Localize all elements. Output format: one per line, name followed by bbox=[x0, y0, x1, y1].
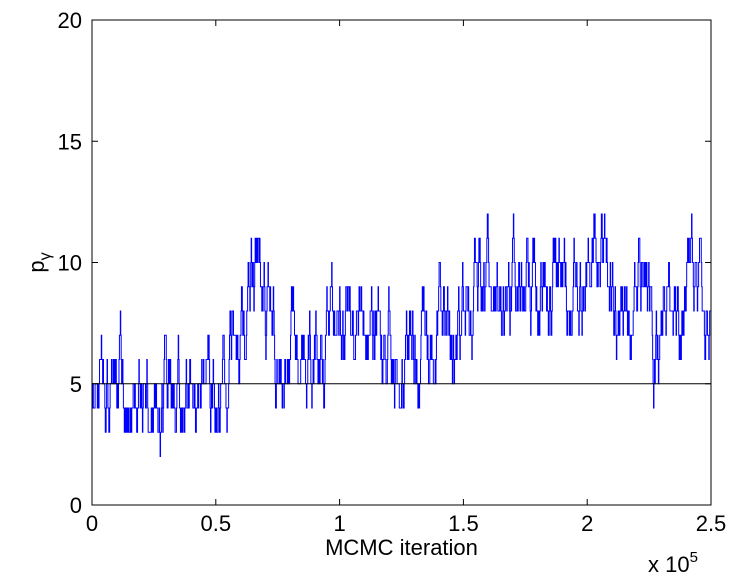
y-tick-label: 5 bbox=[70, 372, 82, 397]
plot-area: 0 0.5 1 1.5 2 2.5 0 5 10 15 20 bbox=[58, 8, 727, 536]
x-tick-label: 0 bbox=[86, 511, 98, 536]
x-axis-label: MCMC iteration bbox=[325, 535, 478, 560]
y-axis-label-main: p bbox=[24, 260, 49, 272]
x-axis-exponent-power: 5 bbox=[690, 549, 698, 566]
x-axis-ticks: 0 0.5 1 1.5 2 2.5 bbox=[86, 20, 726, 536]
x-tick-label: 1 bbox=[333, 511, 345, 536]
y-tick-label: 0 bbox=[70, 493, 82, 518]
series-layer bbox=[91, 213, 711, 457]
y-tick-label: 10 bbox=[58, 251, 82, 276]
y-tick-label: 20 bbox=[58, 8, 82, 33]
x-tick-label: 1.5 bbox=[448, 511, 479, 536]
series-line-0 bbox=[91, 213, 711, 457]
x-tick-label: 2 bbox=[581, 511, 593, 536]
y-axis-ticks: 0 5 10 15 20 bbox=[58, 8, 711, 518]
x-axis-exponent: x 105 bbox=[648, 549, 698, 577]
y-axis-label-subscript: γ bbox=[37, 252, 54, 260]
y-axis-label: pγ bbox=[24, 252, 54, 272]
x-tick-label: 2.5 bbox=[696, 511, 727, 536]
x-tick-label: 0.5 bbox=[201, 511, 232, 536]
x-axis-exponent-prefix: x 10 bbox=[648, 552, 690, 577]
y-tick-label: 15 bbox=[58, 129, 82, 154]
